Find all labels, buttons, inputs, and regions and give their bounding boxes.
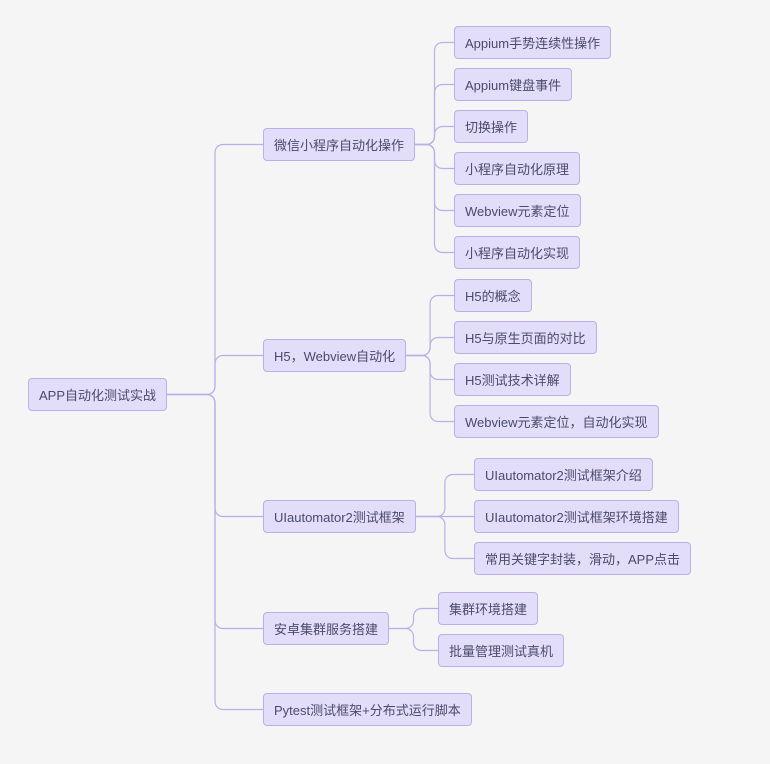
leaf-node: 批量管理测试真机 (438, 634, 564, 667)
leaf-node: H5的概念 (454, 279, 532, 312)
leaf-node: 常用关键字封装，滑动，APP点击 (474, 542, 691, 575)
branch-node: 安卓集群服务搭建 (263, 612, 389, 645)
leaf-node: 切换操作 (454, 110, 528, 143)
leaf-node: 小程序自动化原理 (454, 152, 580, 185)
branch-node: H5，Webview自动化 (263, 339, 406, 372)
leaf-node: UIautomator2测试框架环境搭建 (474, 500, 679, 533)
branch-node: UIautomator2测试框架 (263, 500, 416, 533)
leaf-node: H5与原生页面的对比 (454, 321, 597, 354)
leaf-node: Appium手势连续性操作 (454, 26, 611, 59)
branch-node: 微信小程序自动化操作 (263, 128, 415, 161)
leaf-node: Webview元素定位 (454, 194, 581, 227)
leaf-node: Webview元素定位，自动化实现 (454, 405, 659, 438)
leaf-node: 集群环境搭建 (438, 592, 538, 625)
leaf-node: UIautomator2测试框架介绍 (474, 458, 653, 491)
branch-node: Pytest测试框架+分布式运行脚本 (263, 693, 472, 726)
leaf-node: 小程序自动化实现 (454, 236, 580, 269)
leaf-node: H5测试技术详解 (454, 363, 571, 396)
leaf-node: Appium键盘事件 (454, 68, 572, 101)
root-node: APP自动化测试实战 (28, 378, 167, 411)
